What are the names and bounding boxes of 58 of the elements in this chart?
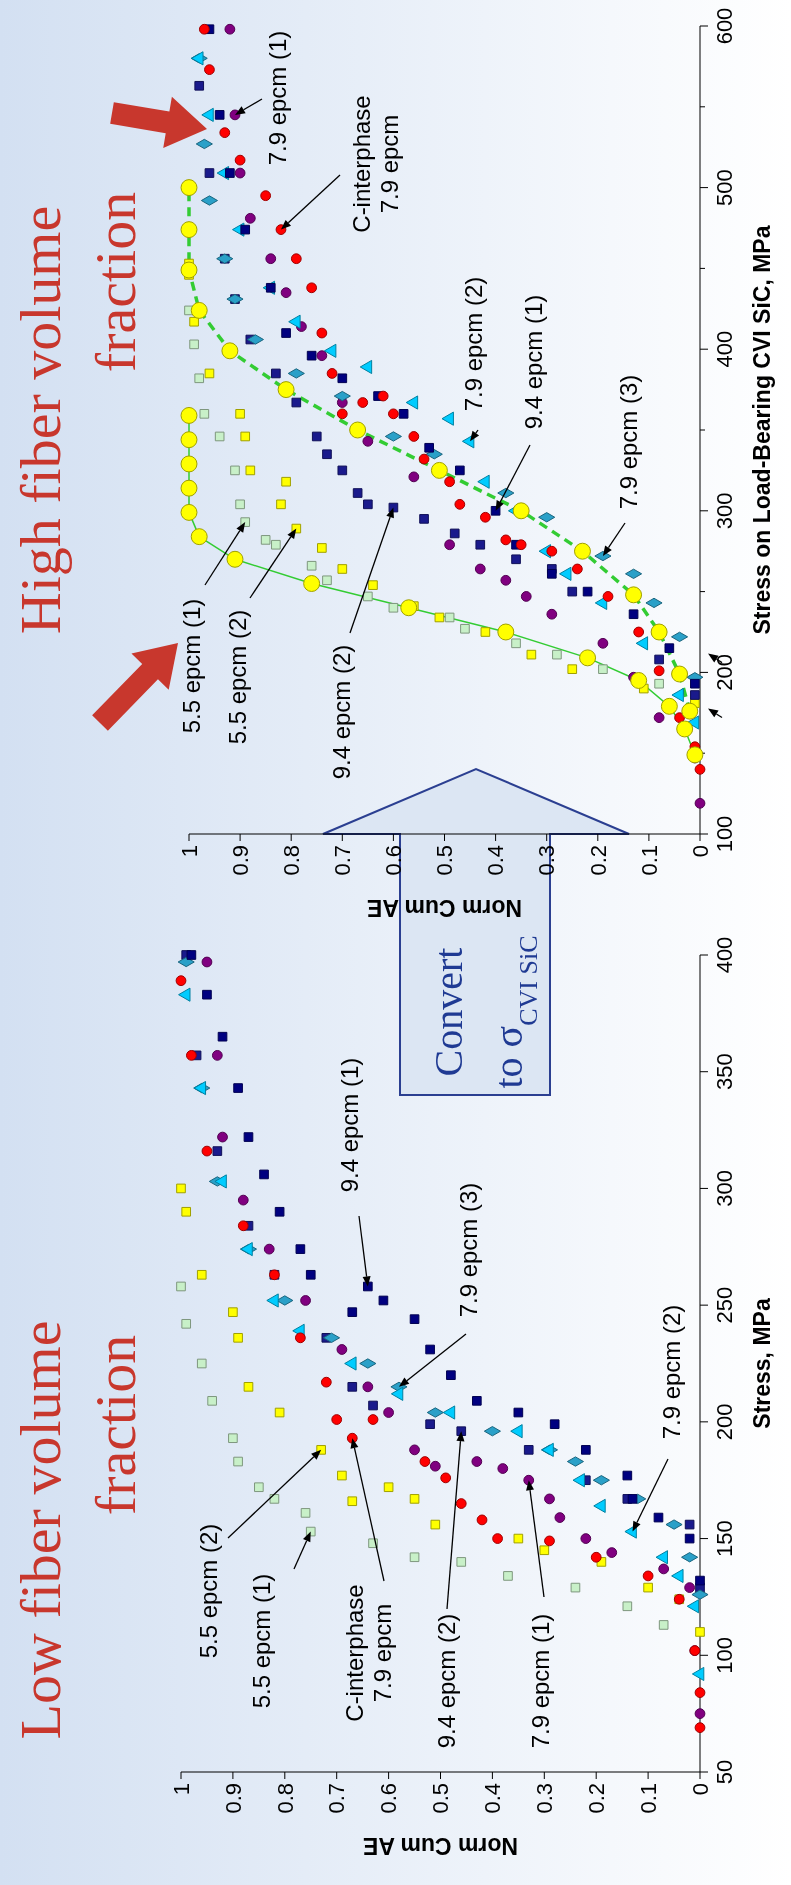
x-tick-label: 0.2 [585,845,611,876]
text: C-interphase 7.9 epcm [348,95,403,233]
x-tick-label: 0.5 [432,845,458,876]
x-tick-label: 0.7 [324,1783,350,1814]
text: C-interphase 7.9 epcm [341,1584,396,1722]
x-tick-label: 0.6 [376,1783,402,1814]
x-tick-label: 0.2 [583,1783,609,1814]
x-tick-label: 1 [168,1783,194,1796]
x-tick-label: 0.3 [534,845,560,876]
text: 7.9 epcm (1) [527,1613,555,1749]
x-tick-label: 0.6 [381,845,407,876]
text: 9.4 epcm (2) [328,644,356,780]
text: 5.5 epcm (2) [195,1523,223,1659]
y-axis-title: Stress, MPa [749,1298,775,1429]
x-tick-label: 0.1 [636,845,662,876]
y-tick-label: 300 [712,1170,737,1207]
x-tick-label: 0.8 [272,1783,298,1814]
x-tick-label: 0.7 [330,845,355,876]
text: High fiber volume fraction [8,191,148,635]
text: 9.4 epcm (1) [520,294,548,430]
text: 7.9 epcm (3) [455,1182,483,1318]
text: 9.4 epcm (1) [336,1057,364,1193]
x-tick-label: 0.1 [635,1783,661,1814]
text: 5.5 epcm (1) [248,1573,276,1709]
x-tick-label: 0 [687,845,713,858]
x-tick-label: 0.9 [227,845,253,876]
x-tick-label: 0.8 [278,845,304,876]
x-axis-title: Norm Cum AE [366,895,523,921]
text: 5.5 epcm (1) [178,598,206,734]
text: 9.4 epcm (2) [433,1613,461,1749]
text: 7.9 epcm (1) [264,30,292,166]
y-tick-label: 100 [712,815,737,853]
text: 5.5 epcm (2) [224,609,252,745]
x-axis-title: Norm Cum AE [362,1833,519,1859]
y-tick-label: 150 [712,1520,737,1557]
text: 7.9 epcm (2) [460,276,488,412]
y-tick-label: 400 [712,330,737,368]
y-tick-label: 350 [712,1053,737,1091]
y-tick-label: 600 [712,7,737,45]
text: Low fiber volume fraction [8,1320,148,1740]
x-tick-label: 0.5 [428,1783,454,1814]
y-tick-label: 200 [712,654,737,691]
text: 7.9 epcm (2) [658,1304,686,1440]
y-tick-label: 300 [712,492,737,530]
x-tick-label: 0 [687,1783,713,1796]
x-tick-label: 0.4 [480,1783,506,1814]
x-tick-label: 0.4 [483,845,509,876]
y-tick-label: 200 [712,1403,737,1441]
x-tick-label: 1 [176,845,202,858]
text: 7.9 epcm (3) [615,374,643,510]
y-tick-label: 100 [712,1636,737,1674]
y-tick-label: 250 [712,1286,737,1324]
y-tick-label: 50 [712,1759,737,1785]
y-axis-title: Stress on Load-Bearing CVI SiC, MPa [749,225,775,635]
y-tick-label: 400 [712,936,737,974]
y-tick-label: 500 [712,169,737,206]
x-tick-label: 0.9 [220,1783,246,1814]
x-tick-label: 0.3 [532,1783,557,1814]
